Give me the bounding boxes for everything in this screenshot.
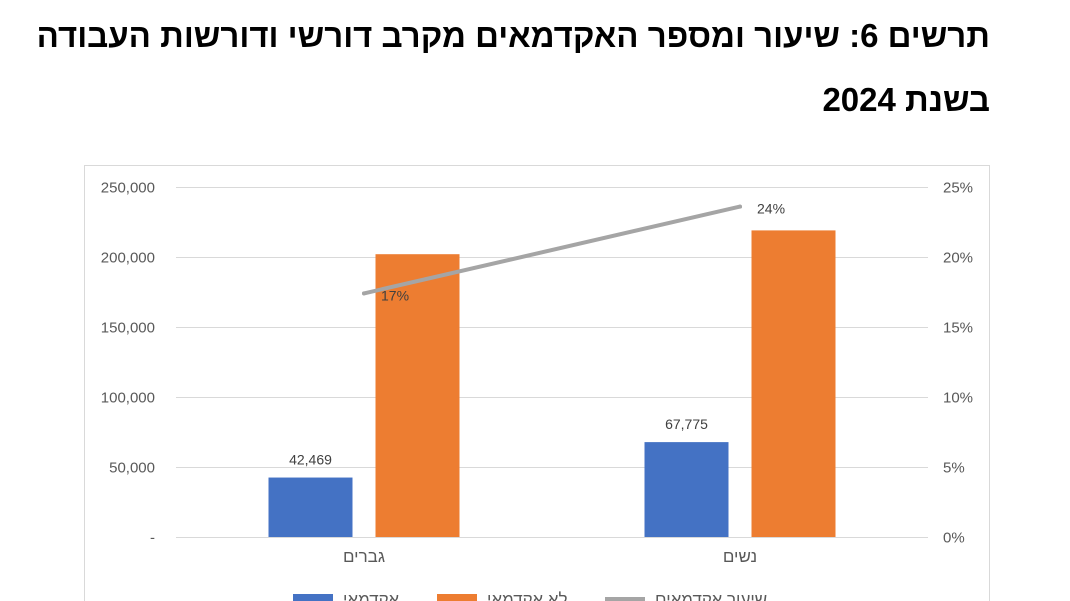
y-axis-left: - 50,000 100,000 150,000 200,000 250,000 (101, 180, 155, 547)
x-axis-categories: גברים נשים (343, 547, 757, 566)
bar (751, 230, 836, 537)
legend-item: שיעור אקדמאים (605, 590, 767, 601)
y-left-tick-label: 50,000 (109, 460, 155, 477)
legend-swatch (293, 594, 333, 601)
legend-swatch (437, 594, 477, 601)
data-labels: 42,469 67,775 17% 24% (289, 201, 785, 468)
category-label: נשים (723, 547, 757, 566)
y-right-tick-label: 25% (943, 180, 973, 197)
y-left-tick-label: 100,000 (101, 390, 155, 407)
bar (644, 442, 729, 537)
bar-data-label: 42,469 (289, 452, 332, 468)
legend-label: אקדמאי (343, 590, 399, 601)
legend-item: לא אקדמאי (437, 590, 567, 601)
line-data-label: 24% (757, 201, 785, 217)
series-line (362, 204, 742, 296)
legend: אקדמאי לא אקדמאי שיעור אקדמאים (293, 590, 767, 601)
y-axis-right: 0% 5% 10% 15% 20% 25% (943, 180, 973, 547)
y-right-tick-label: 5% (943, 460, 965, 477)
line-point (738, 204, 742, 209)
y-right-tick-label: 0% (943, 530, 965, 547)
y-left-tick-label: 250,000 (101, 180, 155, 197)
bars (268, 230, 836, 537)
y-left-tick-label: 150,000 (101, 320, 155, 337)
legend-item: אקדמאי (293, 590, 399, 601)
chart-title: תרשים 6: שיעור ומספר האקדמאים מקרב דורשי… (30, 4, 990, 132)
legend-label: לא אקדמאי (487, 590, 567, 601)
y-left-tick-label: 200,000 (101, 250, 155, 267)
bar (375, 254, 460, 537)
category-label: גברים (343, 547, 385, 566)
bar (268, 477, 353, 537)
chart-border (84, 165, 990, 601)
y-right-tick-label: 20% (943, 250, 973, 267)
line-data-label: 17% (381, 287, 409, 303)
y-right-tick-label: 10% (943, 390, 973, 407)
y-left-tick-label: - (150, 530, 155, 547)
line-point (362, 291, 366, 296)
legend-label: שיעור אקדמאים (655, 590, 767, 601)
bar-data-label: 67,775 (665, 416, 708, 432)
chart-title-line-1: תרשים 6: שיעור ומספר האקדמאים מקרב דורשי… (36, 17, 990, 54)
y-right-tick-label: 15% (943, 320, 973, 337)
chart-title-line-2: בשנת 2024 (822, 81, 990, 118)
line-series (362, 204, 742, 296)
